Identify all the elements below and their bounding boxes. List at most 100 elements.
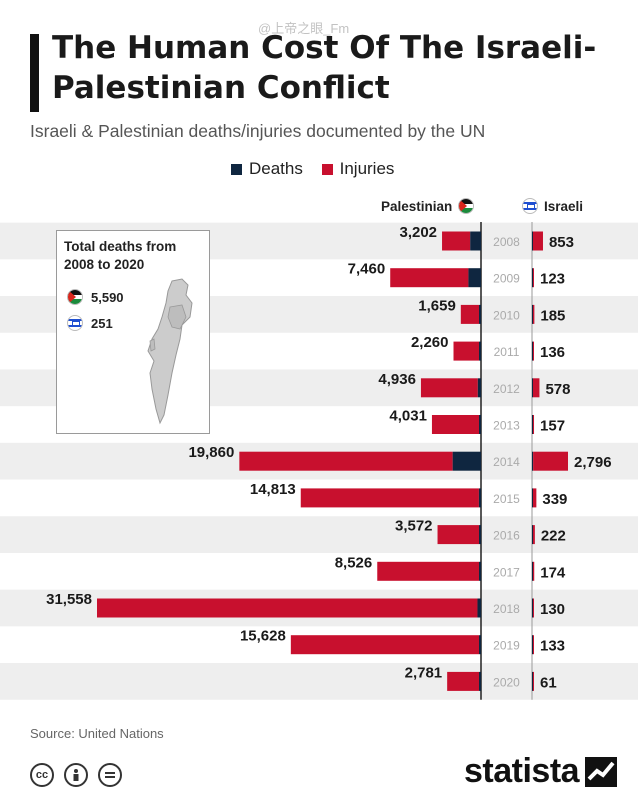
statista-logo: statista <box>464 752 618 791</box>
palestinian-injuries-bar <box>300 488 479 508</box>
palestinian-deaths-bar <box>477 598 481 618</box>
palestinian-value-label: 3,572 <box>395 518 433 535</box>
israeli-value-label: 123 <box>540 271 565 288</box>
palestinian-injuries-bar <box>377 561 479 581</box>
palestinian-value-label: 14,813 <box>250 481 296 498</box>
year-label: 2015 <box>493 492 520 506</box>
palestinian-deaths-bar <box>479 561 481 581</box>
israeli-value-label: 853 <box>549 234 574 251</box>
israeli-injuries-bar <box>533 561 535 581</box>
palestinian-deaths-bar <box>477 378 481 398</box>
israeli-deaths-bar <box>532 268 533 288</box>
palestinian-injuries-bar <box>290 635 479 655</box>
israeli-deaths-bar <box>532 304 533 324</box>
inset-palestinian-flag-icon <box>67 289 83 305</box>
palestinian-column-label: Palestinian <box>381 198 453 214</box>
israeli-injuries-bar <box>533 525 535 545</box>
palestinian-injuries-bar <box>97 598 478 618</box>
palestinian-injuries-bar <box>431 415 479 434</box>
israeli-column-header: Israeli <box>522 198 583 214</box>
israeli-injuries-bar <box>533 598 534 618</box>
israeli-deaths-bar <box>532 488 533 508</box>
palestinian-injuries-bar <box>239 451 453 471</box>
year-label: 2011 <box>494 345 520 359</box>
palestinian-injuries-bar <box>420 378 478 398</box>
year-label: 2017 <box>493 565 520 579</box>
palestinian-value-label: 19,860 <box>188 444 234 461</box>
year-label: 2019 <box>493 639 520 653</box>
israeli-deaths-bar <box>532 378 533 398</box>
title-accent-bar <box>30 34 39 112</box>
legend-injuries-label: Injuries <box>339 159 395 178</box>
legend-deaths: Deaths <box>231 159 303 179</box>
israeli-value-label: 130 <box>540 601 565 618</box>
page-title: The Human Cost Of The Israeli-Palestinia… <box>52 30 597 106</box>
israeli-value-label: 339 <box>542 491 567 508</box>
israeli-deaths-bar <box>532 231 533 251</box>
year-label: 2012 <box>493 382 520 396</box>
israeli-injuries-bar <box>533 378 540 398</box>
israeli-deaths-bar <box>532 671 533 691</box>
inset-israeli-flag-icon <box>67 315 83 331</box>
total-deaths-inset: Total deaths from 2008 to 2020 5,590 251 <box>56 230 210 434</box>
palestinian-deaths-bar <box>468 268 481 288</box>
palestinian-column-header: Palestinian <box>381 198 475 214</box>
palestinian-value-label: 7,460 <box>348 261 386 278</box>
legend-injuries: Injuries <box>321 159 395 179</box>
legend: Deaths Injuries <box>231 159 408 180</box>
inset-israeli-row: 251 <box>67 315 113 331</box>
palestinian-injuries-bar <box>390 268 469 288</box>
palestinian-deaths-bar <box>479 635 481 655</box>
israeli-deaths-bar <box>532 525 533 545</box>
year-label: 2009 <box>493 272 520 286</box>
palestinian-value-label: 3,202 <box>399 224 437 241</box>
inset-title: Total deaths from 2008 to 2020 <box>64 239 177 272</box>
palestinian-injuries-bar <box>453 341 479 361</box>
israeli-value-label: 578 <box>545 381 570 398</box>
israeli-deaths-bar <box>532 341 533 361</box>
israel-palestine-map-icon <box>147 278 193 425</box>
palestinian-flag-icon <box>458 198 475 214</box>
year-label: 2018 <box>493 602 520 616</box>
year-label: 2016 <box>493 529 520 543</box>
palestinian-deaths-bar <box>452 451 481 471</box>
inset-palestinian-row: 5,590 <box>67 289 124 305</box>
year-label: 2014 <box>493 455 520 469</box>
palestinian-injuries-bar <box>442 231 471 251</box>
palestinian-injuries-bar <box>437 525 479 545</box>
palestinian-deaths-bar <box>478 488 481 508</box>
palestinian-value-label: 8,526 <box>335 554 373 571</box>
source-note: Source: United Nations <box>30 726 164 741</box>
palestinian-value-label: 4,936 <box>378 371 416 388</box>
israeli-injuries-bar <box>533 231 543 251</box>
israeli-injuries-bar <box>533 268 534 288</box>
israeli-value-label: 61 <box>540 674 557 691</box>
year-label: 2020 <box>493 675 520 689</box>
israeli-value-label: 2,796 <box>574 454 612 471</box>
israeli-flag-icon <box>522 198 538 214</box>
palestinian-deaths-bar <box>479 304 481 324</box>
israeli-injuries-bar <box>533 635 534 655</box>
israeli-value-label: 133 <box>540 638 565 655</box>
palestinian-injuries-bar <box>460 304 479 324</box>
israeli-value-label: 222 <box>541 528 566 545</box>
palestinian-deaths-bar <box>479 341 481 361</box>
israeli-value-label: 185 <box>540 307 565 324</box>
israeli-value-label: 157 <box>540 418 565 435</box>
israeli-injuries-bar <box>533 451 568 471</box>
israeli-column-label: Israeli <box>544 198 584 214</box>
palestinian-value-label: 4,031 <box>389 408 427 425</box>
israeli-injuries-bar <box>533 488 537 508</box>
israeli-value-label: 174 <box>540 564 566 581</box>
palestinian-value-label: 2,260 <box>411 334 449 351</box>
statista-logo-icon <box>585 756 618 787</box>
israeli-value-label: 136 <box>540 344 565 361</box>
year-label: 2010 <box>493 308 520 322</box>
palestinian-deaths-bar <box>479 415 481 434</box>
palestinian-deaths-bar <box>479 525 481 545</box>
israeli-deaths-bar <box>532 415 533 434</box>
year-label: 2008 <box>493 235 520 249</box>
israeli-injuries-bar <box>533 304 535 324</box>
palestinian-value-label: 15,628 <box>240 628 286 645</box>
